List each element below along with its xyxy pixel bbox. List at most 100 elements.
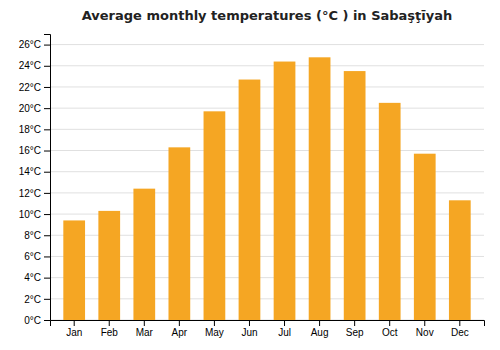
y-tick-mark — [44, 66, 50, 67]
x-tick: Jan — [66, 320, 82, 338]
x-tick-mark — [109, 320, 110, 326]
y-tick-label: 12°C — [19, 188, 41, 199]
bar — [133, 189, 155, 320]
y-tick-mark — [44, 193, 50, 194]
x-tick-mark — [74, 320, 75, 326]
y-tick-mark — [44, 214, 50, 215]
y-tick: 8°C — [24, 230, 50, 241]
y-tick-label: 26°C — [19, 39, 41, 50]
y-tick: 18°C — [19, 124, 50, 135]
y-tick-label: 2°C — [24, 294, 41, 305]
x-tick: Apr — [172, 320, 188, 338]
y-tick-mark — [44, 256, 50, 257]
bar — [379, 103, 401, 320]
chart: 0°C 2°C 4°C 6°C 8°C 10°C 12°C 14°C 16°C 18°C 20°C 2… — [0, 0, 500, 350]
x-tick: May — [205, 320, 224, 338]
y-tick-mark — [44, 45, 50, 46]
y-tick: 14°C — [19, 166, 50, 177]
bar — [274, 62, 296, 320]
grid-line — [50, 44, 484, 45]
y-tick-mark — [44, 299, 50, 300]
x-axis: Jan Feb Mar Apr May Jun Jul Aug Sep Oct Nov Dec — [51, 320, 485, 338]
x-tick-mark — [179, 320, 180, 326]
bar — [63, 220, 85, 320]
x-tick-label: Jan — [66, 327, 82, 338]
x-tick-mark — [459, 320, 460, 326]
grid-line — [50, 108, 484, 109]
x-tick-label: Apr — [172, 327, 188, 338]
x-tick-mark — [144, 320, 145, 326]
x-tick-mark — [284, 320, 285, 326]
x-tick: Mar — [136, 320, 154, 338]
bar — [449, 200, 471, 320]
x-axis-line — [51, 321, 485, 327]
y-tick-label: 8°C — [24, 230, 41, 241]
x-tick-label: Jun — [241, 327, 257, 338]
y-tick-label: 22°C — [19, 82, 41, 93]
y-tick-label: 14°C — [19, 166, 41, 177]
y-tick: 22°C — [19, 82, 50, 93]
y-tick-label: 20°C — [19, 103, 41, 114]
grid — [50, 45, 484, 320]
x-tick: Nov — [416, 320, 434, 338]
y-axis-line — [44, 35, 51, 321]
y-tick-mark — [44, 108, 50, 109]
x-tick: Feb — [101, 320, 119, 338]
grid-line — [50, 150, 484, 151]
y-tick: 6°C — [24, 251, 50, 262]
x-tick-mark — [424, 320, 425, 326]
y-tick-mark — [44, 320, 50, 321]
y-tick-mark — [44, 87, 50, 88]
bar — [414, 154, 436, 320]
bar — [344, 71, 366, 320]
bar — [309, 57, 331, 320]
y-tick: 0°C — [24, 315, 50, 326]
y-tick-label: 10°C — [19, 209, 41, 220]
y-tick-label: 0°C — [24, 315, 41, 326]
y-tick-label: 16°C — [19, 145, 41, 156]
bar — [98, 211, 120, 320]
x-tick-label: Feb — [101, 327, 119, 338]
x-tick-mark — [389, 320, 390, 326]
x-tick-label: Mar — [136, 327, 154, 338]
x-tick-mark — [249, 320, 250, 326]
y-tick: 10°C — [19, 209, 50, 220]
x-tick: Dec — [451, 320, 469, 338]
y-tick: 24°C — [19, 60, 50, 71]
y-tick-label: 18°C — [19, 124, 41, 135]
x-tick-label: Sep — [346, 327, 364, 338]
y-axis: 0°C 2°C 4°C 6°C 8°C 10°C 12°C 14°C 16°C 18°C 20°C 2… — [19, 35, 51, 326]
y-tick-mark — [44, 172, 50, 173]
bar — [204, 111, 226, 320]
y-tick-mark — [44, 235, 50, 236]
bar — [168, 147, 190, 320]
x-tick: Sep — [346, 320, 364, 338]
y-tick-mark — [44, 278, 50, 279]
x-tick-label: May — [205, 327, 224, 338]
x-tick-label: Dec — [451, 327, 469, 338]
y-tick: 12°C — [19, 188, 50, 199]
y-tick: 20°C — [19, 103, 50, 114]
x-tick-mark — [214, 320, 215, 326]
x-tick: Jul — [278, 320, 291, 338]
y-tick-mark — [44, 129, 50, 130]
x-tick-label: Oct — [382, 327, 398, 338]
y-tick-mark — [44, 151, 50, 152]
x-tick: Jun — [241, 320, 257, 338]
y-tick: 26°C — [19, 39, 50, 50]
title: Average monthly temperatures (°C ) in Sa… — [82, 8, 453, 23]
y-tick-label: 24°C — [19, 60, 41, 71]
y-tick: 4°C — [24, 272, 50, 283]
y-tick: 16°C — [19, 145, 50, 156]
y-tick-label: 4°C — [24, 272, 41, 283]
grid-line — [50, 129, 484, 130]
x-tick: Aug — [311, 320, 329, 338]
plot: 0°C 2°C 4°C 6°C 8°C 10°C 12°C 14°C 16°C 18°C 20°C 2… — [19, 35, 485, 339]
grid-line — [50, 65, 484, 66]
bar — [239, 80, 261, 320]
x-tick-mark — [354, 320, 355, 326]
y-tick: 2°C — [24, 294, 50, 305]
x-tick-label: Jul — [278, 327, 291, 338]
x-tick: Oct — [382, 320, 398, 338]
grid-line — [50, 86, 484, 87]
